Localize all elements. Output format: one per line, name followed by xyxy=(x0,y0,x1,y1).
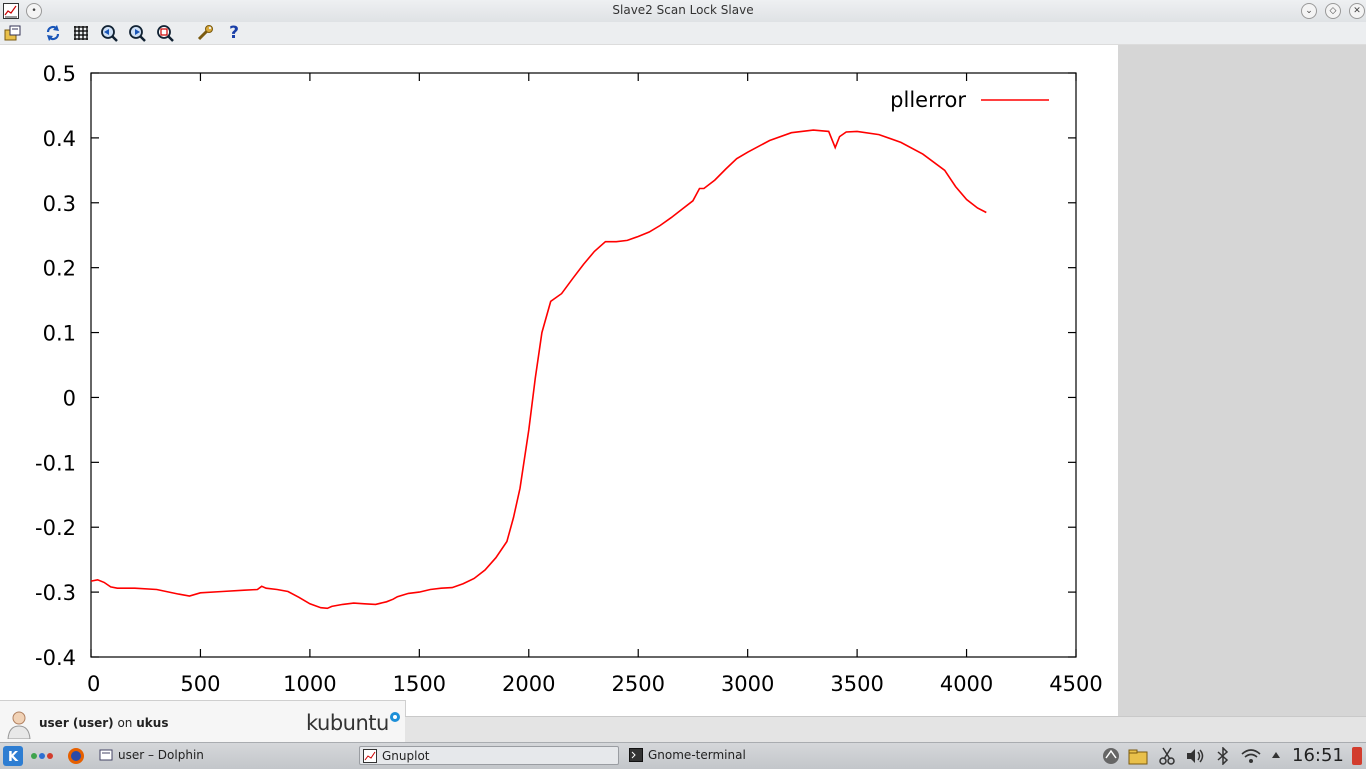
gnuplot-toolbar: ? xyxy=(0,22,1366,44)
y-tick-label: 0.1 xyxy=(43,322,76,346)
legend-label: pllerror xyxy=(890,88,966,112)
plot-canvas[interactable]: 0.5 0.4 0.3 0.2 0.1 0 -0.1 -0.2 -0.3 -0.4 0 500 100… xyxy=(0,45,1118,716)
kubuntu-logo: kubuntu xyxy=(306,711,401,735)
user-on-text: on xyxy=(117,716,133,730)
maximize-button[interactable]: ◇ xyxy=(1325,3,1341,19)
options-icon[interactable] xyxy=(196,24,214,42)
y-tick-label: 0 xyxy=(63,386,76,410)
x-tick-labels: 0 500 1000 1500 2000 2500 3000 3500 4000 4500 xyxy=(87,672,1103,696)
kubuntu-mark-icon xyxy=(389,712,400,722)
window-background xyxy=(1118,45,1366,716)
brand-text: kubuntu xyxy=(306,711,389,735)
window-title: Slave2 Scan Lock Slave xyxy=(612,3,754,17)
user-name: user (user) xyxy=(39,716,114,730)
zoom-forward-icon[interactable] xyxy=(128,24,146,42)
y-tick-label: -0.3 xyxy=(35,581,76,605)
x-tick-label: 2500 xyxy=(611,672,664,696)
updates-folder-icon[interactable] xyxy=(1128,747,1150,765)
x-tick-label: 0 xyxy=(87,672,100,696)
clipboard-scissors-icon[interactable] xyxy=(1158,747,1176,765)
task-dolphin[interactable]: user – Dolphin xyxy=(96,746,346,765)
x-tick-label: 500 xyxy=(180,672,220,696)
window-menu-button[interactable]: • xyxy=(26,3,42,19)
volume-icon[interactable] xyxy=(1185,747,1205,765)
clock[interactable]: 16:51 xyxy=(1292,745,1344,766)
y-tick-label: -0.1 xyxy=(35,451,76,475)
grid-icon[interactable] xyxy=(72,24,90,42)
pllerror-chart: 0.5 0.4 0.3 0.2 0.1 0 -0.1 -0.2 -0.3 -0.4 0 500 100… xyxy=(35,62,1103,696)
x-tick-label: 2000 xyxy=(502,672,555,696)
bluetooth-icon[interactable] xyxy=(1215,747,1231,765)
user-avatar xyxy=(7,711,31,739)
window-titlebar: • Slave2 Scan Lock Slave ⌄ ◇ ✕ xyxy=(0,0,1366,23)
tray-expand-icon[interactable] xyxy=(1271,751,1281,759)
y-tick-label: 0.4 xyxy=(43,127,76,151)
gnuplot-app-icon[interactable] xyxy=(3,3,19,19)
y-tick-label: -0.2 xyxy=(35,516,76,540)
svg-text:K: K xyxy=(8,750,19,765)
help-icon[interactable]: ? xyxy=(229,23,239,43)
plot-border xyxy=(90,72,1077,658)
terminal-icon xyxy=(629,748,643,762)
zoom-autoscale-icon[interactable] xyxy=(156,24,174,42)
taskbar: K user – Dolphin Gnuplot Gnome-terminal … xyxy=(0,742,1366,769)
y-tick-label: 0.3 xyxy=(43,192,76,216)
x-tick-label: 3500 xyxy=(830,672,883,696)
network-manager-icon[interactable] xyxy=(1101,747,1121,765)
host-name: ukus xyxy=(136,716,169,730)
panel-toolbox-icon[interactable] xyxy=(1352,747,1362,765)
x-tick-label: 3000 xyxy=(721,672,774,696)
task-label-gnuplot: Gnuplot xyxy=(382,749,430,763)
firefox-icon[interactable] xyxy=(67,747,85,765)
kde-menu-icon[interactable]: K xyxy=(3,746,23,766)
zoom-back-icon[interactable] xyxy=(100,24,118,42)
y-tick-label: -0.4 xyxy=(35,646,76,670)
series-line-pllerror xyxy=(90,129,987,610)
x-tick-label: 4000 xyxy=(940,672,993,696)
close-button[interactable]: ✕ xyxy=(1349,3,1365,19)
y-tick-label: 0.5 xyxy=(43,62,76,86)
y-tick-labels: 0.5 0.4 0.3 0.2 0.1 0 -0.1 -0.2 -0.3 -0.4 xyxy=(35,62,76,670)
task-label-dolphin: user – Dolphin xyxy=(118,748,204,762)
gnuplot-icon xyxy=(363,749,377,763)
y-tick-label: 0.2 xyxy=(43,257,76,281)
x-tick-label: 4500 xyxy=(1049,672,1102,696)
x-tick-label: 1000 xyxy=(283,672,336,696)
horizontal-scroll-area[interactable] xyxy=(405,716,1366,743)
dolphin-icon xyxy=(99,749,113,761)
launcher-user-panel: user (user) on ukus kubuntu xyxy=(0,700,406,743)
wifi-icon[interactable] xyxy=(1240,747,1262,765)
activities-icon[interactable] xyxy=(30,750,54,762)
replot-icon[interactable] xyxy=(44,24,62,42)
axis-ticks xyxy=(90,72,1077,658)
task-label-gnome-terminal: Gnome-terminal xyxy=(648,748,746,762)
minimize-button[interactable]: ⌄ xyxy=(1301,3,1317,19)
export-icon[interactable] xyxy=(4,24,22,42)
task-gnuplot[interactable]: Gnuplot xyxy=(359,746,619,765)
x-tick-label: 1500 xyxy=(393,672,446,696)
task-gnome-terminal[interactable]: Gnome-terminal xyxy=(626,746,876,765)
